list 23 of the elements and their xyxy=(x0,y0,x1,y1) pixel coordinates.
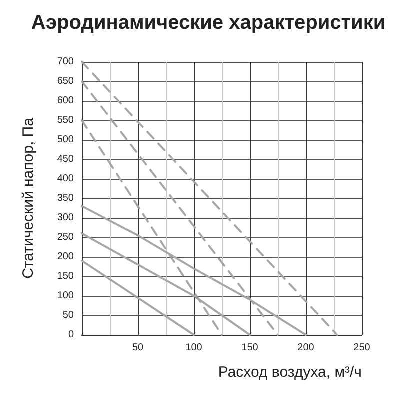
y-tick-label: 450 xyxy=(57,154,74,165)
y-axis-title: Статический напор, Па xyxy=(20,117,37,279)
y-tick-label: 300 xyxy=(57,212,74,224)
y-tick-label: 150 xyxy=(57,271,74,282)
y-tick-label: 400 xyxy=(57,174,74,184)
x-tick-label: 250 xyxy=(354,342,371,354)
y-tick-label: 600 xyxy=(57,96,74,106)
y-tick-label: 50 xyxy=(62,310,74,321)
chart-title: Аэродинамические характеристики xyxy=(31,12,386,34)
y-tick-label: 200 xyxy=(57,252,74,262)
y-tick-label: 350 xyxy=(57,193,74,204)
x-tick-label: 200 xyxy=(298,342,315,354)
y-tick-label: 700 xyxy=(57,56,74,68)
x-tick-label: 100 xyxy=(186,342,203,354)
x-tick-label: 50 xyxy=(132,342,144,354)
y-tick-label: 250 xyxy=(57,232,74,243)
x-tick-label: 150 xyxy=(242,342,259,354)
y-tick-label: 550 xyxy=(57,115,74,126)
y-tick-label: 650 xyxy=(57,76,74,87)
y-tick-label: 500 xyxy=(57,134,74,146)
y-tick-label: 100 xyxy=(57,290,74,302)
y-tick-label: 0 xyxy=(68,330,74,340)
x-axis-title: Расход воздуха, м³/ч xyxy=(218,364,362,381)
